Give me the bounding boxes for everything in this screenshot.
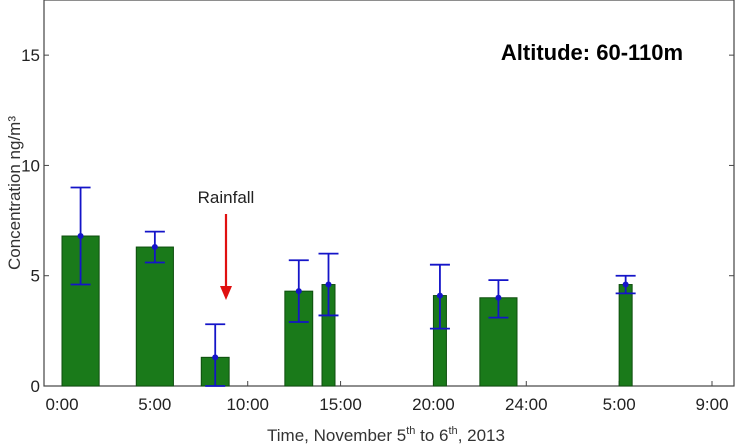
y-tick-label: 5 <box>31 267 40 286</box>
x-tick-label: 15:00 <box>319 395 362 414</box>
error-bar <box>288 259 309 323</box>
mean-point <box>212 354 219 361</box>
mean-point <box>436 292 443 299</box>
y-tick-label: 0 <box>31 377 40 396</box>
bar <box>61 235 100 387</box>
y-axis: 0 5 10 15 <box>21 46 734 396</box>
mean-point <box>622 281 629 288</box>
x-tick-label: 10:00 <box>226 395 269 414</box>
rainfall-annotation: Rainfall <box>198 188 255 207</box>
error-bar <box>144 230 165 264</box>
error-bar <box>488 279 509 319</box>
y-tick-label: 10 <box>21 156 40 175</box>
mean-point <box>325 281 332 288</box>
x-tick-label: 20:00 <box>412 395 455 414</box>
error-bar <box>70 186 91 286</box>
bar <box>135 246 174 387</box>
x-axis-title: Time, November 5th to 6th, 2013 <box>267 425 505 445</box>
x-tick-label: 0:00 <box>45 395 78 414</box>
error-bar <box>205 323 226 387</box>
error-bar-series <box>70 186 636 387</box>
mean-point <box>151 244 158 251</box>
y-axis-title: Concentration ng/m³ <box>5 116 24 270</box>
y-tick-label: 15 <box>21 46 40 65</box>
mean-point <box>495 294 502 301</box>
error-bar <box>318 252 339 317</box>
x-tick-label: 9:00 <box>695 395 728 414</box>
mean-point <box>295 288 302 295</box>
rainfall-arrow-icon <box>220 214 232 300</box>
x-tick-label: 5:00 <box>138 395 171 414</box>
mean-point <box>77 233 84 240</box>
error-bar <box>615 274 636 295</box>
x-axis: 0:00 5:00 10:00 15:00 20:00 24:00 5:00 9:00 <box>45 381 729 414</box>
bar <box>618 284 633 387</box>
error-bar <box>429 263 450 330</box>
x-tick-label: 24:00 <box>505 395 548 414</box>
chart-title: Altitude: 60-110m <box>501 40 683 65</box>
x-tick-label: 5:00 <box>603 395 636 414</box>
